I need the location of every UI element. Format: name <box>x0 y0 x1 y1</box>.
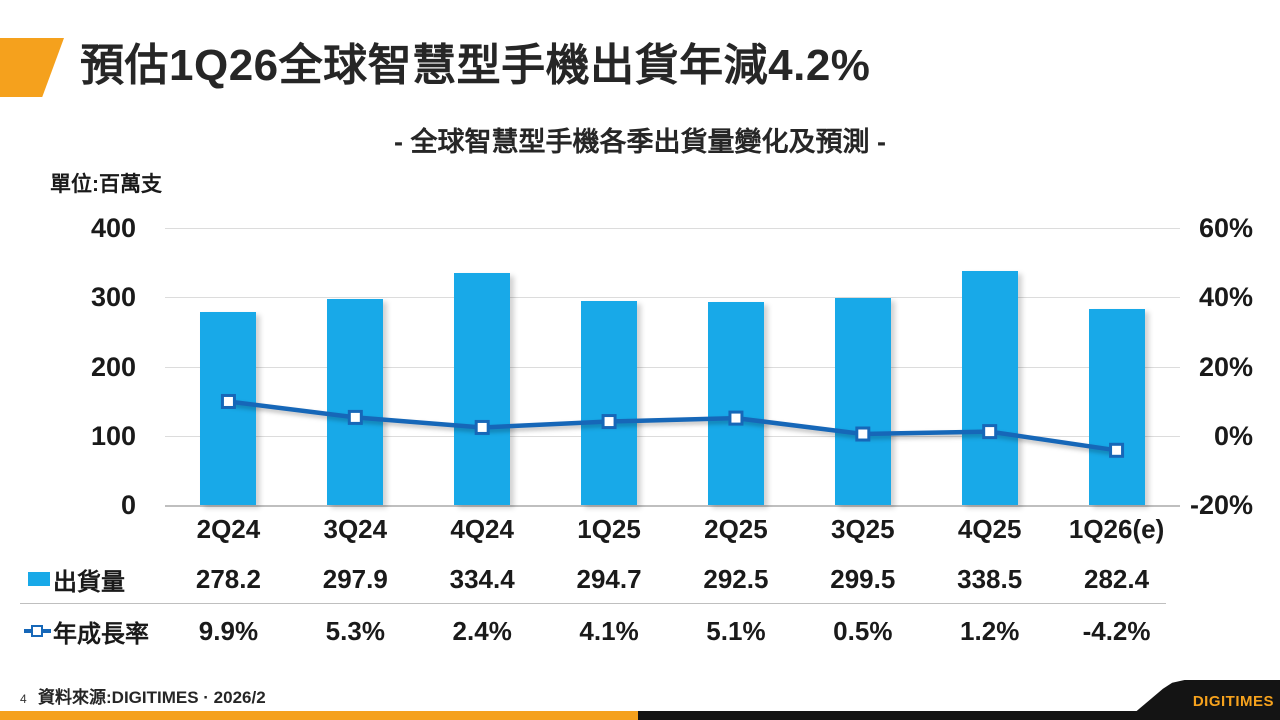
gridline <box>165 366 1180 368</box>
x-axis-label: 1Q25 <box>577 513 641 544</box>
shipment-value: 294.7 <box>576 563 642 594</box>
shipment-value: 292.5 <box>703 563 769 594</box>
shipment-value: 334.4 <box>449 563 515 594</box>
footer-strip-orange <box>0 711 638 720</box>
right-axis-tick: 0% <box>1213 420 1253 451</box>
growth-line-marker-icon <box>24 624 51 639</box>
growth-value: 5.3% <box>325 615 385 646</box>
growth-line-marker <box>728 410 744 426</box>
growth-line-marker <box>855 426 871 442</box>
shipment-bar <box>1088 309 1145 505</box>
shipment-value: 297.9 <box>322 563 388 594</box>
growth-value-row: 9.9% 5.3% 2.4% 4.1% 5.1% 0.5% 1.2% -4.2% <box>165 611 1180 651</box>
axis-unit-label: 單位:百萬支 <box>50 173 162 196</box>
growth-value: 4.1% <box>579 615 639 646</box>
left-axis-tick: 100 <box>90 420 136 451</box>
growth-line-marker <box>982 424 998 440</box>
shipments-swatch-icon <box>28 572 50 586</box>
legend-growth: 年成長率 <box>24 611 149 651</box>
left-axis-tick: 0 <box>120 490 136 520</box>
shipment-value: 282.4 <box>1084 563 1150 594</box>
shipment-bar <box>581 300 638 505</box>
shipment-bar <box>834 297 891 505</box>
shipment-value: 278.2 <box>195 563 261 594</box>
right-axis-tick: 20% <box>1198 351 1253 382</box>
shipments-value-row: 278.2 297.9 334.4 294.7 292.5 299.5 338.5 282.4 <box>165 559 1180 599</box>
shipment-value: 338.5 <box>957 563 1023 594</box>
x-axis-label: 4Q24 <box>450 513 514 544</box>
legend-shipments-label: 出貨量 <box>53 568 125 596</box>
growth-line <box>220 393 1125 458</box>
x-axis-label: 1Q26(e) <box>1068 513 1165 544</box>
footer-strip-black <box>638 711 1280 720</box>
shipment-bar <box>707 302 764 505</box>
right-axis-tick: 60% <box>1198 213 1253 243</box>
left-axis-tick: 200 <box>90 351 136 382</box>
gridline <box>165 435 1180 437</box>
table-divider <box>20 603 1166 604</box>
source-note: 資料來源:DIGITIMES · 2026/2 <box>38 688 266 707</box>
x-axis-label: 2Q25 <box>704 513 768 544</box>
x-axis-label: 4Q25 <box>957 513 1022 544</box>
growth-line-marker <box>601 414 617 430</box>
x-axis-label: 3Q24 <box>323 513 388 544</box>
right-axis-tick: 40% <box>1198 282 1253 313</box>
growth-value: 9.9% <box>198 615 259 646</box>
chart-subtitle: - 全球智慧型手機各季出貨量變化及預測 - <box>394 127 886 157</box>
growth-value: 0.5% <box>833 615 893 646</box>
shipment-bar <box>327 298 384 505</box>
left-axis-tick: 400 <box>90 213 136 243</box>
gridline <box>165 228 1180 229</box>
page-number: 4 <box>20 692 27 706</box>
gridline <box>165 297 1180 299</box>
growth-line-marker <box>474 419 490 435</box>
left-axis-tick: 300 <box>90 282 136 313</box>
growth-line-marker <box>347 409 363 425</box>
growth-line-marker <box>1109 442 1125 458</box>
shipment-bar <box>454 273 511 505</box>
digitimes-logo: DIGITIMES <box>1192 692 1274 710</box>
shipment-value: 299.5 <box>830 563 896 594</box>
x-axis-label: 3Q25 <box>831 513 895 544</box>
left-axis-ticks: 400 300 200 100 0 <box>0 213 136 520</box>
title-accent-shape <box>0 38 64 97</box>
growth-value: -4.2% <box>1082 615 1151 646</box>
x-axis-label: 2Q24 <box>196 513 261 544</box>
legend-shipments: 出貨量 <box>28 559 125 599</box>
growth-value: 2.4% <box>452 615 512 646</box>
right-axis-ticks: 60% 40% 20% 0% -20% <box>1163 213 1253 520</box>
growth-value: 1.2% <box>960 615 1020 646</box>
right-axis-tick: -20% <box>1189 490 1253 520</box>
growth-line-marker <box>220 393 236 409</box>
shipment-bar <box>961 270 1018 505</box>
gridline <box>165 505 1180 507</box>
logo-swoosh: DIGITIMES <box>1126 680 1280 720</box>
plot-area <box>165 228 1180 507</box>
growth-value: 5.1% <box>706 615 766 646</box>
x-axis-labels: 2Q24 3Q24 4Q24 1Q25 2Q25 3Q25 4Q25 1Q26(e) <box>165 510 1180 548</box>
legend-growth-label: 年成長率 <box>53 620 149 648</box>
page-title: 預估1Q26全球智慧型手機出貨年減4.2% <box>80 41 871 90</box>
